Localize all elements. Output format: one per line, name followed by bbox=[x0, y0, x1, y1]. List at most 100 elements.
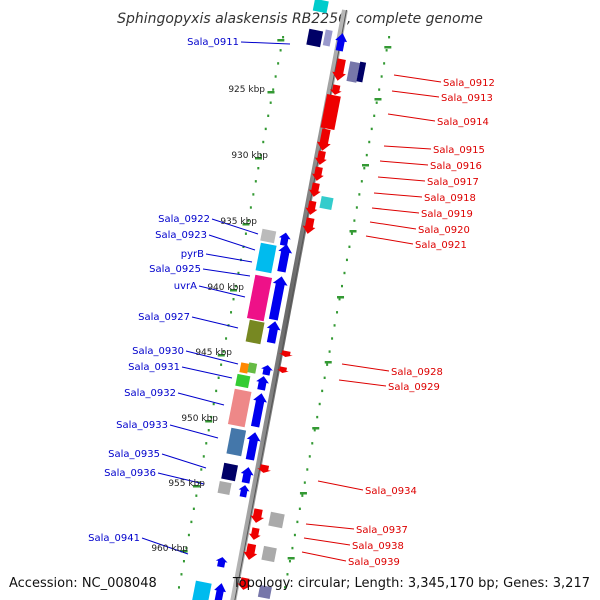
scale-dot bbox=[313, 429, 316, 432]
scale-dot bbox=[200, 468, 203, 471]
gene-block bbox=[312, 0, 329, 14]
scale-dot bbox=[343, 271, 346, 275]
scale-dot bbox=[328, 350, 331, 353]
gene-block bbox=[260, 228, 277, 244]
major-tick bbox=[312, 427, 320, 430]
gene-block bbox=[268, 511, 285, 529]
scale-dot bbox=[293, 533, 296, 537]
gene-label-sala-0923[interactable]: Sala_0923 bbox=[155, 230, 207, 241]
scale-dot bbox=[331, 337, 334, 340]
leader-line bbox=[208, 234, 256, 251]
gene-arrow bbox=[278, 232, 291, 247]
scale-dot bbox=[192, 507, 195, 510]
gene-label-uvra[interactable]: uvrA bbox=[174, 281, 197, 292]
gene-label-sala-0935[interactable]: Sala_0935 bbox=[108, 449, 160, 460]
scale-dot bbox=[385, 49, 388, 52]
gene-arrow bbox=[276, 366, 289, 373]
kbp-label: 935 kbp bbox=[220, 217, 257, 227]
gene-label-sala-0921[interactable]: Sala_0921 bbox=[415, 240, 467, 251]
gene-block bbox=[235, 373, 251, 389]
gene-label-sala-0930[interactable]: Sala_0930 bbox=[132, 346, 184, 357]
scale-dot bbox=[353, 219, 356, 222]
gene-label-sala-0916[interactable]: Sala_0916 bbox=[430, 161, 482, 172]
leader-line bbox=[305, 523, 355, 530]
leader-line bbox=[317, 480, 364, 491]
kbp-label: 945 kbp bbox=[195, 348, 232, 358]
gene-label-sala-0925[interactable]: Sala_0925 bbox=[149, 264, 201, 275]
scale-dot bbox=[187, 533, 190, 537]
leader-line bbox=[211, 218, 259, 235]
leader-line bbox=[301, 551, 347, 562]
scale-dot bbox=[182, 560, 185, 563]
major-tick bbox=[217, 354, 225, 357]
gene-arrow bbox=[245, 432, 261, 461]
gene-arrow bbox=[240, 467, 254, 484]
scale-dot bbox=[185, 546, 188, 550]
gene-label-sala-0912[interactable]: Sala_0912 bbox=[443, 78, 495, 89]
kbp-label: 950 kbp bbox=[181, 414, 218, 424]
scale-dot bbox=[358, 193, 361, 196]
scale-dot bbox=[333, 324, 336, 327]
leader-line bbox=[365, 235, 414, 245]
gene-label-sala-0922[interactable]: Sala_0922 bbox=[158, 214, 210, 225]
scale-dot bbox=[301, 494, 304, 497]
scale-dot bbox=[232, 298, 235, 301]
gene-label-pyrb[interactable]: pyrB bbox=[181, 249, 204, 260]
gene-label-sala-0917[interactable]: Sala_0917 bbox=[427, 177, 479, 188]
gene-arrow bbox=[238, 485, 250, 498]
scale-dot bbox=[338, 298, 341, 301]
scale-dot bbox=[345, 258, 348, 262]
gene-label-sala-0933[interactable]: Sala_0933 bbox=[116, 420, 168, 431]
gene-label-sala-0918[interactable]: Sala_0918 bbox=[424, 193, 476, 204]
gene-block bbox=[227, 388, 252, 428]
gene-label-sala-0938[interactable]: Sala_0938 bbox=[352, 541, 404, 552]
scale-dot bbox=[296, 520, 299, 524]
gene-arrow bbox=[261, 365, 273, 376]
gene-arrow bbox=[214, 583, 226, 600]
gene-label-sala-0927[interactable]: Sala_0927 bbox=[138, 312, 190, 323]
gene-label-sala-0932[interactable]: Sala_0932 bbox=[124, 388, 176, 399]
kbp-label: 940 kbp bbox=[207, 283, 244, 293]
gene-label-sala-0941[interactable]: Sala_0941 bbox=[88, 533, 140, 544]
gene-label-sala-0920[interactable]: Sala_0920 bbox=[418, 225, 470, 236]
scale-dot bbox=[350, 232, 353, 235]
leader-line bbox=[338, 379, 387, 387]
major-tick bbox=[205, 420, 213, 423]
major-tick bbox=[324, 361, 332, 364]
scale-dot bbox=[217, 376, 220, 379]
scale-dot bbox=[311, 442, 314, 445]
gene-label-sala-0929[interactable]: Sala_0929 bbox=[388, 382, 440, 393]
major-tick bbox=[192, 485, 200, 488]
gene-label-sala-0939[interactable]: Sala_0939 bbox=[348, 557, 400, 568]
gene-label-sala-0914[interactable]: Sala_0914 bbox=[437, 117, 489, 128]
gene-label-sala-0911[interactable]: Sala_0911 bbox=[187, 37, 239, 48]
scale-dot bbox=[252, 193, 255, 196]
gene-label-sala-0913[interactable]: Sala_0913 bbox=[441, 93, 493, 104]
gene-label-sala-0928[interactable]: Sala_0928 bbox=[391, 367, 443, 378]
gene-label-sala-0915[interactable]: Sala_0915 bbox=[433, 145, 485, 156]
gene-block bbox=[319, 195, 334, 211]
gene-block bbox=[226, 427, 247, 457]
gene-arrow bbox=[243, 543, 258, 560]
gene-label-sala-0919[interactable]: Sala_0919 bbox=[421, 209, 473, 220]
gene-label-sala-0934[interactable]: Sala_0934 bbox=[365, 486, 417, 497]
gene-block bbox=[239, 362, 250, 374]
scale-dot bbox=[205, 442, 208, 445]
scale-dot bbox=[234, 284, 237, 288]
gene-label-sala-0931[interactable]: Sala_0931 bbox=[128, 362, 180, 373]
gene-arrow bbox=[305, 200, 318, 215]
gene-block bbox=[261, 545, 277, 563]
gene-label-sala-0937[interactable]: Sala_0937 bbox=[356, 525, 408, 536]
scale-dot bbox=[336, 311, 339, 314]
scale-dot bbox=[291, 546, 294, 550]
scale-dot bbox=[323, 376, 326, 379]
gene-label-sala-0936[interactable]: Sala_0936 bbox=[104, 468, 156, 479]
gene-arrow bbox=[332, 58, 346, 81]
scale-dot bbox=[303, 481, 306, 484]
gene-arrow bbox=[250, 508, 265, 523]
gene-arrow bbox=[316, 128, 331, 151]
feature-track bbox=[192, 0, 367, 600]
gene-arrow bbox=[278, 350, 293, 357]
major-tick bbox=[374, 98, 382, 101]
